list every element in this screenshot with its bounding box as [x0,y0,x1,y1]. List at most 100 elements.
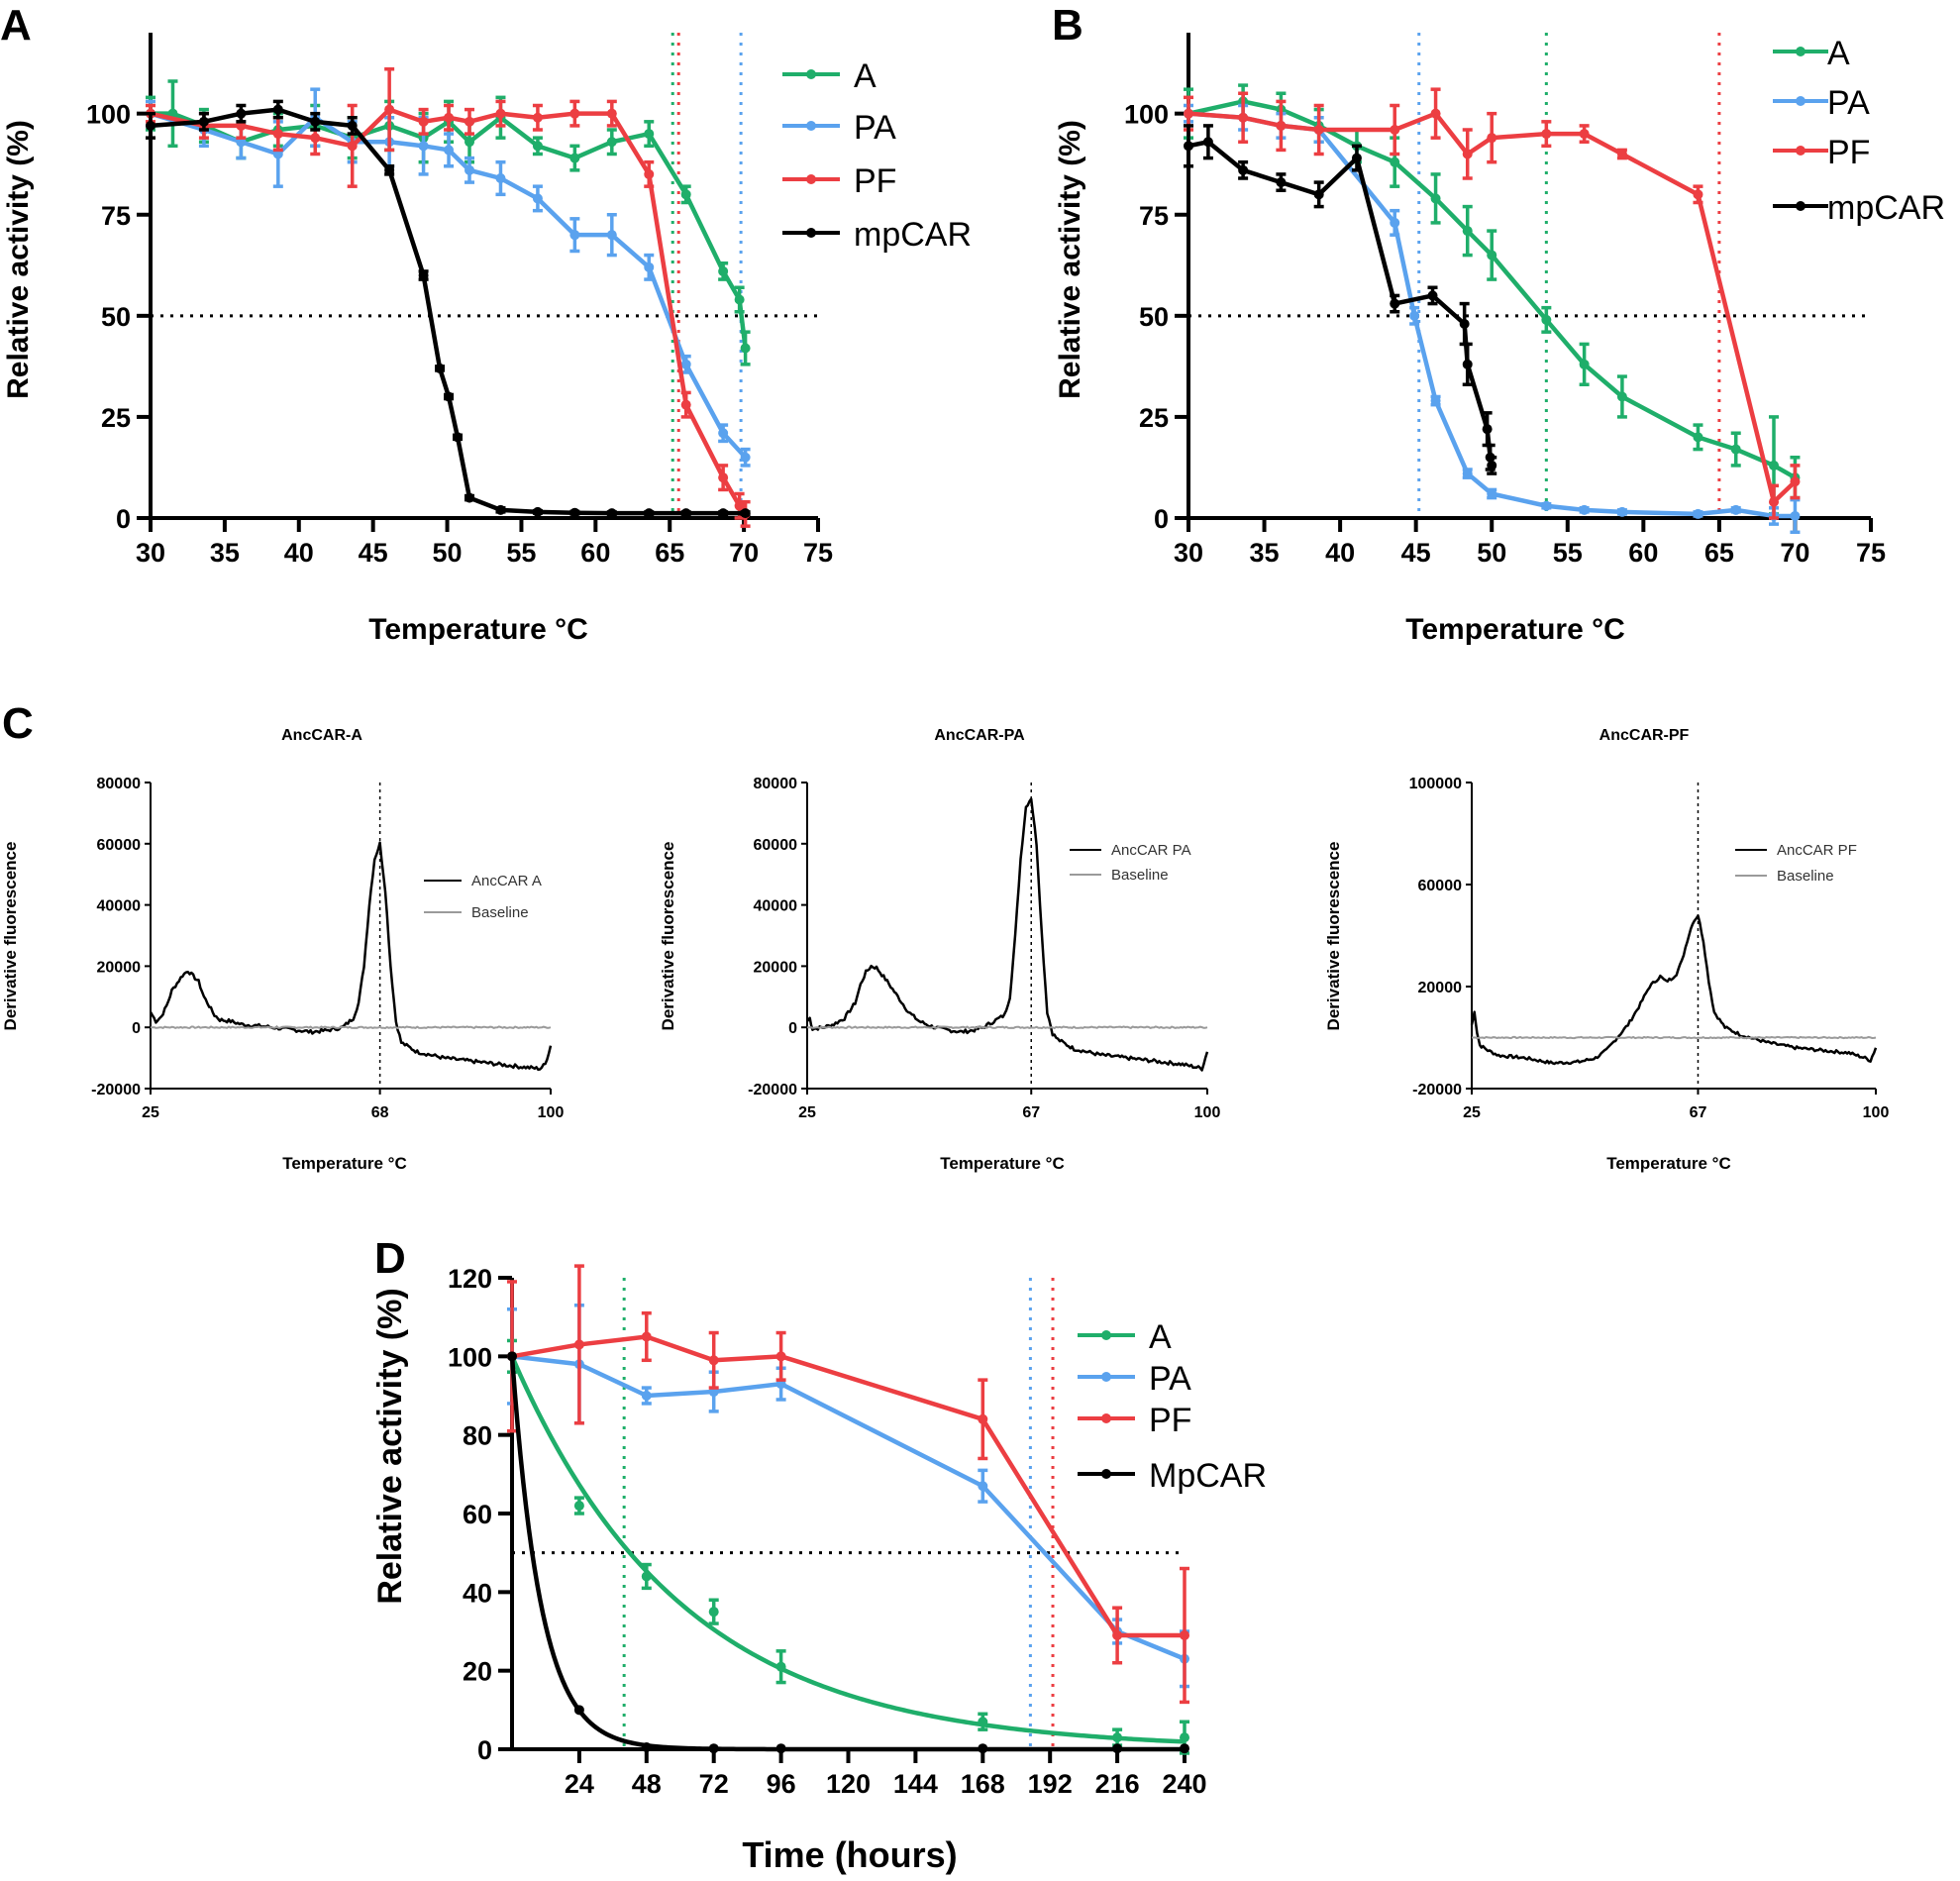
panel-a-y-tick-label: 50 [101,302,131,332]
data-point-pf [272,129,283,140]
data-point-mpcar [740,508,751,519]
panel-b-y-tick-label: 50 [1139,302,1169,332]
legend-label-a: A [1827,35,1850,72]
data-point-mpcar [1112,1743,1123,1754]
data-point-pf [1462,149,1473,159]
panel-c1-title: AncCAR-A [281,727,362,744]
data-point-mpcar [1202,137,1213,148]
data-point-pa [1730,504,1741,515]
data-point-mpcar [453,432,464,443]
panel-a-x-tick-label: 30 [136,538,165,568]
legend-marker-a [1796,47,1805,56]
data-point-mpcar [644,508,655,519]
panel-c2-y-tick-label: 60000 [754,837,798,854]
data-point-mpcar [532,506,543,517]
data-point-a [464,137,475,148]
data-point-a [569,153,580,163]
legend-marker-a [1101,1330,1111,1340]
panel-c3-x-tick-label: 67 [1690,1104,1707,1121]
data-point-pf [1313,125,1324,135]
panel-c2-y-tick-label: 0 [788,1020,797,1037]
panel-letter-b: B [1052,1,1083,50]
legend-marker-a [806,69,816,79]
data-point-mpcar [1313,189,1324,200]
panel-b-x-tick-label: 30 [1174,538,1203,568]
data-point-pa [718,428,729,439]
data-point-pf [1487,133,1497,144]
panel-a-chart: Relative activity (%) Temperature °C A P… [2,33,972,646]
trace-baseline [151,1025,552,1029]
data-point-pf [1769,496,1780,507]
legend-marker-pf [1796,146,1805,156]
panel-d-x-tick-label: 192 [1028,1769,1073,1799]
panel-c1-legend: AncCAR A Baseline [424,873,542,921]
data-point-mpcar [1390,298,1400,309]
panel-a-x-tick-label: 75 [803,538,833,568]
panel-b-x-tick-label: 35 [1250,538,1280,568]
panel-d-x-tick-label: 144 [893,1769,938,1799]
trace-anccar-pa [806,797,1209,1072]
data-point-a [1390,157,1400,167]
data-point-mpcar [384,164,395,175]
data-point-pf [1180,1629,1189,1640]
panel-c2-y-tick-label: 40000 [754,898,798,915]
trace-baseline [807,1025,1208,1029]
data-point-pa [444,145,455,156]
series-line-pf [150,107,748,516]
panel-d-xlabel: Time (hours) [742,1834,957,1875]
data-point-pa [606,230,617,241]
panel-c3-y-tick-label: -20000 [1412,1082,1462,1098]
panel-a-y-tick-label: 75 [101,201,131,231]
legend-label-mpcar: mpCAR [1827,189,1945,227]
data-point-a [708,1607,719,1618]
panel-d-y-tick-label: 40 [463,1578,492,1608]
data-point-mpcar [495,504,506,515]
data-point-mpcar [1351,153,1362,163]
data-point-pa [569,230,580,241]
legend-marker-mpcar [806,228,816,238]
data-point-pa [1541,500,1552,511]
data-point-mpcar [418,270,429,280]
data-point-mpcar [606,508,617,519]
panel-c2-xlabel: Temperature °C [940,1154,1065,1173]
panel-a-x-tick-label: 55 [506,538,536,568]
panel-c2-x-tick-label: 100 [1194,1104,1221,1121]
series-line-pa [511,1354,1186,1661]
legend-marker-pa [806,121,816,131]
panel-d-y-tick-label: 0 [477,1735,492,1765]
panel-c3-y-tick-label: 60000 [1418,878,1463,894]
legend-label-pa: PA [1149,1360,1191,1398]
data-point-mpcar [978,1743,988,1754]
data-point-a [1462,226,1473,237]
legend-label-a: A [854,57,877,95]
panel-c1-y-tick-label: 20000 [97,959,142,976]
data-point-a [680,189,691,200]
data-point-pa [1430,395,1441,406]
panel-letter-d: D [374,1234,406,1283]
data-point-pf [978,1413,988,1424]
data-point-pa [644,261,655,272]
legend-label-mpcar: mpCAR [854,216,972,254]
data-point-pf [1112,1629,1123,1640]
data-point-a [641,1571,652,1582]
data-point-pf [1693,189,1703,200]
data-point-pf [641,1331,652,1342]
panel-c1-x-tick-label: 68 [371,1104,389,1121]
data-point-pf [775,1351,786,1362]
panel-c3-ylabel: Derivative fluorescence [1324,842,1343,1031]
panel-b-ylabel: Relative activity (%) [1054,120,1086,399]
data-point-pa [680,359,691,369]
data-point-pf [1790,476,1801,487]
series-line-mpcar [509,1356,1185,1752]
data-point-mpcar [1427,290,1438,301]
data-point-pf [347,141,358,152]
data-point-a [1693,432,1703,443]
data-point-mpcar [1238,164,1249,175]
panel-c2-chart: AncCAR-PA Derivative fluorescence Temper… [659,727,1220,1173]
data-point-pa [495,173,506,183]
panel-c3-y-tick-label: 100000 [1409,776,1462,792]
panel-d-y-tick-label: 20 [463,1657,492,1687]
panel-b-legend: A PA PF mpCAR [1773,35,1945,227]
panel-d-y-tick-label: 80 [463,1421,492,1451]
